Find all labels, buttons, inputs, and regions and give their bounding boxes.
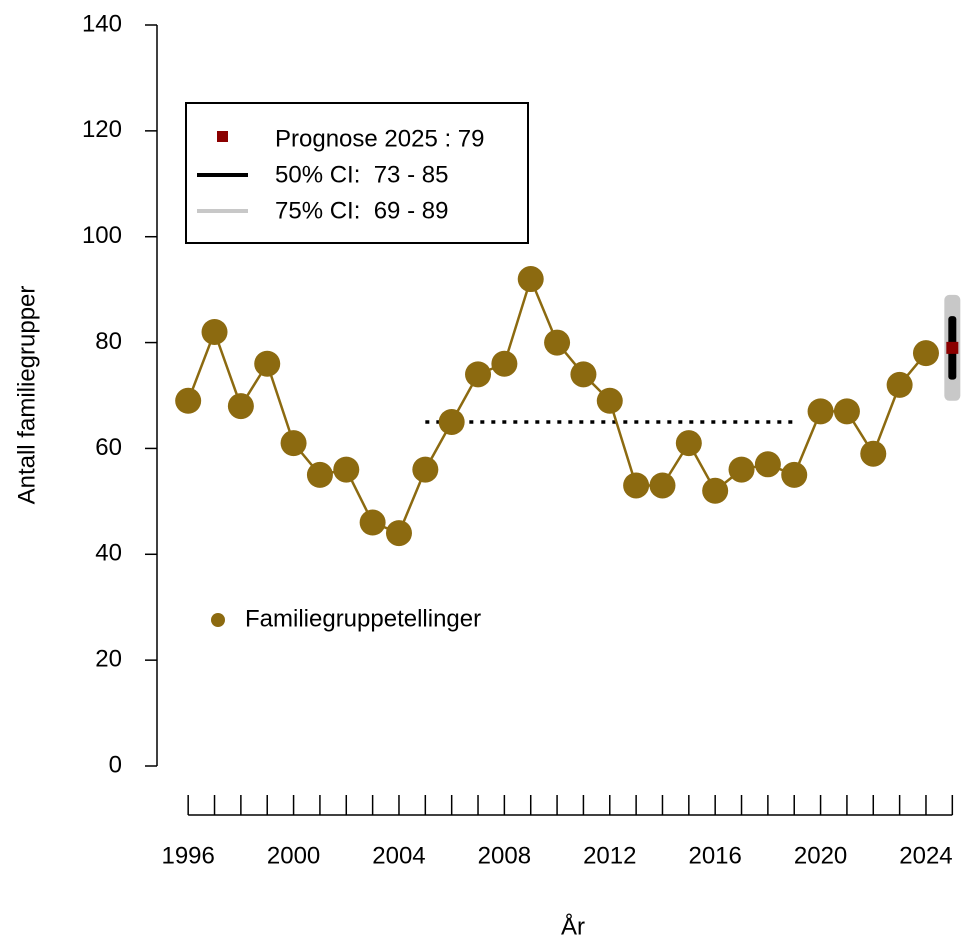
data-point — [728, 456, 755, 483]
data-point — [491, 350, 518, 377]
y-tick-label: 20 — [95, 645, 122, 672]
data-point — [359, 509, 386, 536]
data-point — [333, 456, 360, 483]
data-point — [807, 398, 834, 425]
data-point — [570, 361, 597, 388]
legend-label: 50% CI: 73 - 85 — [275, 161, 448, 188]
data-point — [465, 361, 492, 388]
data-point — [306, 461, 333, 488]
y-axis-label: Antall familiegrupper — [13, 286, 40, 505]
x-tick-label: 1996 — [161, 842, 214, 869]
legend-label: Prognose 2025 : 79 — [275, 125, 485, 152]
data-point — [886, 371, 913, 398]
legend-marker — [211, 613, 225, 627]
x-tick-label: 2020 — [794, 842, 847, 869]
data-point — [675, 430, 702, 457]
forecast-point — [946, 341, 959, 354]
data-point — [227, 393, 254, 420]
y-tick-label: 60 — [95, 434, 122, 461]
legend-label: Familiegruppetellinger — [245, 605, 481, 632]
data-point — [702, 477, 729, 504]
legend-label: 75% CI: 69 - 89 — [275, 197, 448, 224]
y-tick-label: 40 — [95, 540, 122, 567]
legend-forecast-marker — [217, 131, 228, 142]
y-tick-label: 120 — [82, 116, 122, 143]
data-point — [517, 266, 544, 293]
x-tick-label: 2016 — [688, 842, 741, 869]
data-point — [201, 318, 228, 345]
data-point — [412, 456, 439, 483]
data-point — [912, 340, 939, 367]
data-point — [649, 472, 676, 499]
data-point — [860, 440, 887, 467]
y-tick-label: 100 — [82, 222, 122, 249]
data-point — [254, 350, 281, 377]
x-tick-label: 2000 — [267, 842, 320, 869]
data-point — [175, 387, 202, 414]
x-tick-label: 2012 — [583, 842, 636, 869]
x-axis-label: År — [561, 912, 585, 940]
x-tick-label: 2004 — [372, 842, 425, 869]
data-point — [596, 387, 623, 414]
y-tick-label: 0 — [109, 751, 122, 778]
data-point — [781, 461, 808, 488]
y-tick-label: 140 — [82, 10, 122, 37]
y-tick-label: 80 — [95, 328, 122, 355]
data-point — [754, 451, 781, 478]
data-point — [385, 520, 412, 547]
data-point — [280, 430, 307, 457]
data-point — [833, 398, 860, 425]
data-point — [623, 472, 650, 499]
x-tick-label: 2024 — [899, 842, 952, 869]
x-tick-label: 2008 — [478, 842, 531, 869]
data-point — [438, 408, 465, 435]
data-point — [544, 329, 571, 356]
